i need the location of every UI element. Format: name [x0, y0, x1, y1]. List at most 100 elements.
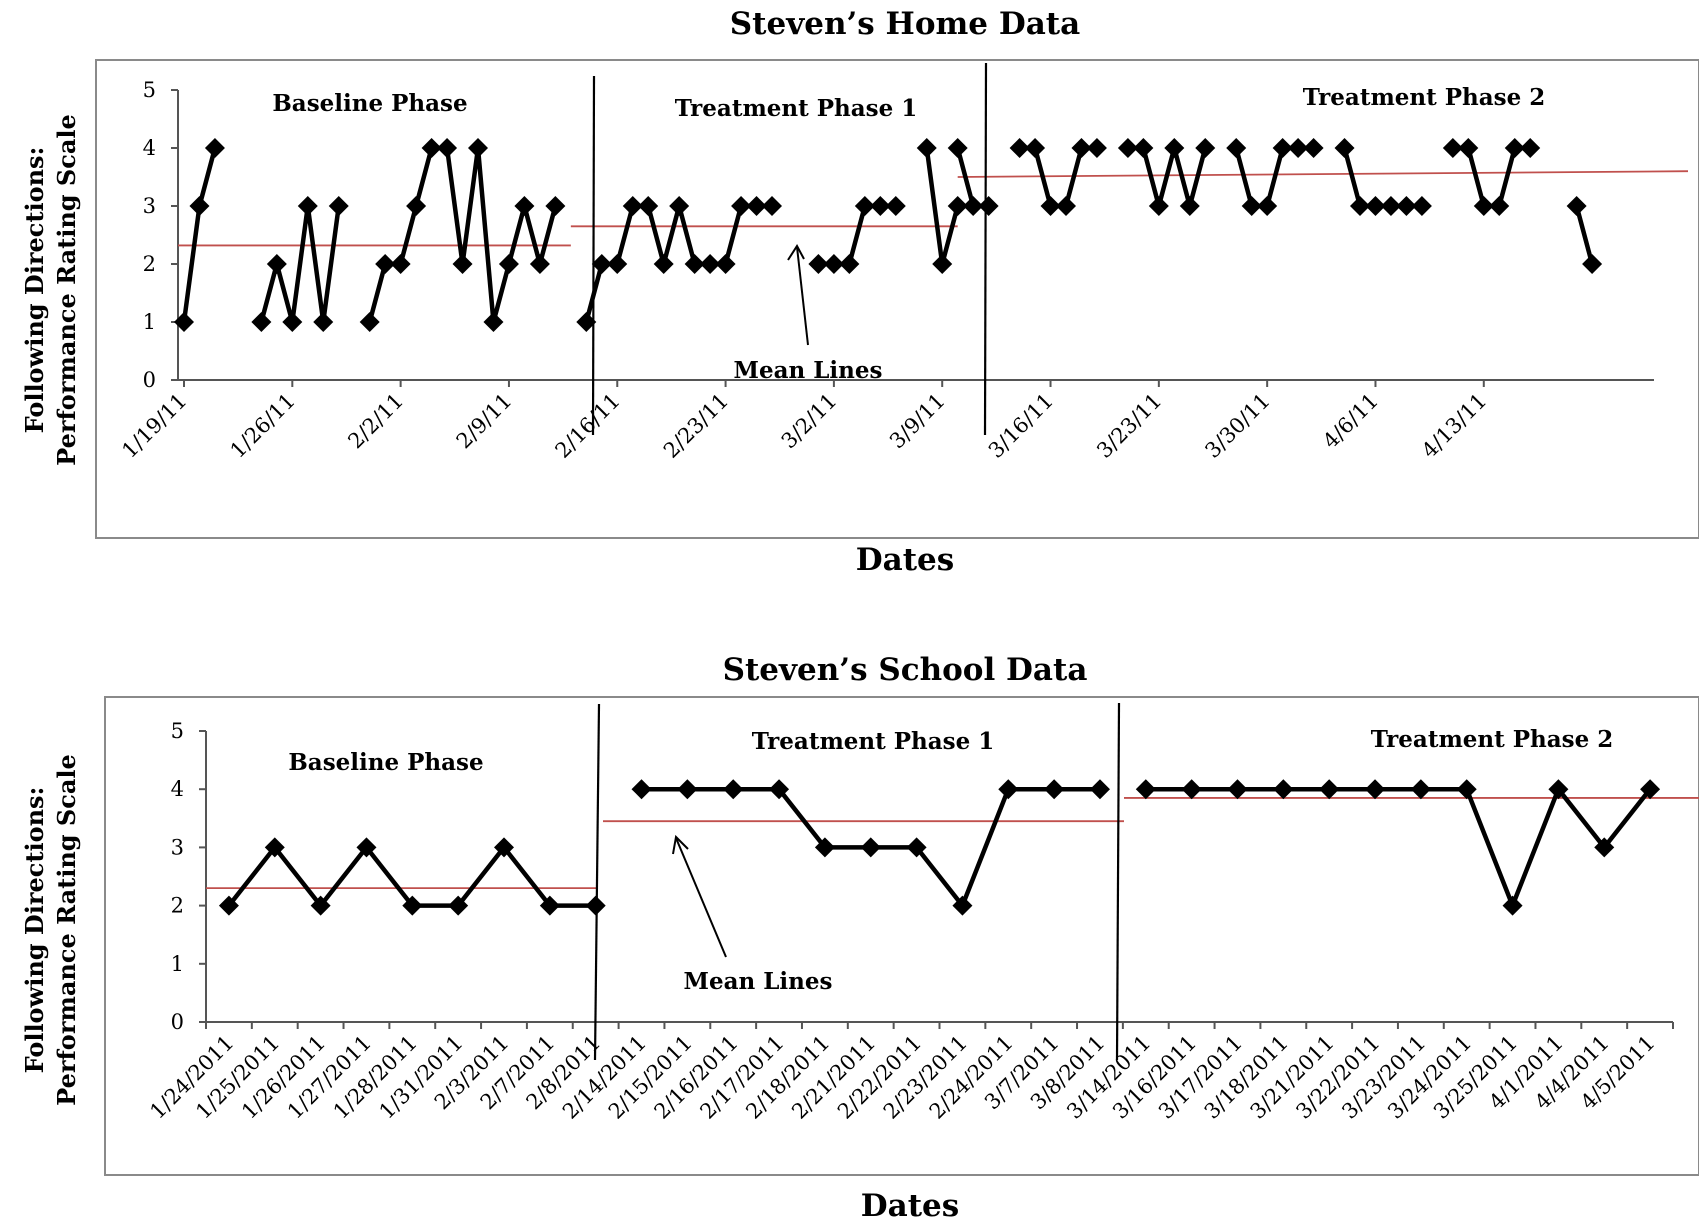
- home-data-point: [375, 254, 396, 274]
- home-data-point: [1272, 138, 1293, 158]
- home-x-tick-label: 2/23/11: [659, 389, 733, 463]
- home-data-point: [746, 196, 767, 216]
- home-data-point: [390, 254, 411, 274]
- home-data-point: [576, 312, 597, 332]
- school-data-point: [1181, 779, 1202, 800]
- home-data-point: [1303, 138, 1324, 158]
- home-data-point: [328, 196, 349, 216]
- home-phase-divider: [591, 75, 596, 436]
- home-data-point: [653, 254, 674, 274]
- school-data-point: [998, 779, 1019, 800]
- school-data-point: [402, 895, 423, 916]
- home-chart-frame: [95, 59, 1699, 539]
- home-data-point: [1442, 138, 1463, 158]
- home-data-point: [731, 196, 752, 216]
- home-data-point: [1071, 138, 1092, 158]
- home-y-axis-label-line2: Performance Rating Scale: [52, 114, 81, 466]
- school-data-point: [218, 895, 239, 916]
- school-data-point: [264, 837, 285, 858]
- home-data-point: [684, 254, 705, 274]
- school-y-tick-label: 1: [171, 952, 184, 976]
- school-y-tick-label: 3: [171, 835, 184, 859]
- school-y-tick-label: 2: [171, 894, 184, 918]
- home-data-point: [1489, 196, 1510, 216]
- school-data-point: [723, 779, 744, 800]
- school-data-point: [1365, 779, 1386, 800]
- home-data-point: [885, 196, 906, 216]
- home-x-tick-label: 1/26/11: [226, 389, 300, 463]
- home-data-point: [839, 254, 860, 274]
- school-y-axis-label-line1: Following Directions:: [20, 787, 49, 1074]
- home-y-tick-label: 4: [143, 136, 156, 160]
- home-data-point: [529, 254, 550, 274]
- school-phase-label-treatment-2: Treatment Phase 2: [1371, 726, 1614, 753]
- home-x-tick-label: 3/16/11: [984, 389, 1058, 463]
- home-data-point: [1350, 196, 1370, 216]
- home-data-point: [421, 138, 442, 158]
- home-data-point: [406, 196, 427, 216]
- school-mean-arrow-head: [672, 834, 689, 855]
- home-data-point: [174, 312, 194, 332]
- home-chart: Steven’s Home Data Following Directions:…: [20, 6, 1699, 578]
- school-y-tick-label: 5: [171, 719, 184, 743]
- home-x-tick-label: 3/9/11: [885, 389, 950, 454]
- home-data-point: [359, 312, 380, 332]
- home-data-point: [823, 254, 844, 274]
- home-data-point: [591, 254, 612, 274]
- home-data-point: [978, 196, 999, 216]
- school-series-line: [1145, 786, 1652, 908]
- home-y-tick-label: 3: [143, 194, 156, 218]
- home-x-tick-label: 1/19/11: [117, 389, 191, 463]
- home-data-point: [545, 196, 566, 216]
- home-data-point: [1009, 138, 1030, 158]
- home-data-point: [189, 196, 210, 216]
- home-series-line: [259, 203, 341, 325]
- home-data-point: [916, 138, 937, 158]
- home-x-tick-label: 3/2/11: [777, 389, 842, 454]
- school-data-point: [860, 837, 881, 858]
- home-data-point: [1582, 254, 1603, 274]
- home-x-tick-label: 2/16/11: [551, 389, 625, 463]
- home-phase-label-baseline: Baseline Phase: [272, 90, 467, 117]
- home-series-line: [1574, 205, 1595, 265]
- home-data-point: [715, 254, 736, 274]
- school-data-point: [769, 779, 790, 800]
- home-data-point: [1473, 196, 1494, 216]
- school-data-point: [1089, 779, 1110, 800]
- home-chart-title: Steven’s Home Data: [730, 6, 1080, 42]
- school-data-point: [448, 895, 469, 916]
- school-data-point: [585, 895, 606, 916]
- home-data-point: [1411, 196, 1432, 216]
- school-phase-label-treatment-1: Treatment Phase 1: [752, 728, 995, 755]
- home-data-point: [1396, 196, 1417, 216]
- home-data-point: [963, 196, 984, 216]
- home-data-point: [297, 196, 318, 216]
- school-y-axis-label-line2: Performance Rating Scale: [52, 754, 81, 1106]
- home-data-point: [870, 196, 891, 216]
- home-data-point: [251, 312, 272, 332]
- home-data-point: [1195, 138, 1216, 158]
- school-data-point: [1227, 779, 1248, 800]
- home-data-point: [638, 196, 659, 216]
- home-data-point: [1179, 196, 1200, 216]
- home-data-point: [1086, 138, 1107, 158]
- school-data-point: [1502, 895, 1523, 916]
- home-data-point: [1117, 138, 1138, 158]
- home-data-point: [1334, 138, 1355, 158]
- home-x-tick-label: 2/2/11: [343, 389, 408, 454]
- home-data-point: [1164, 138, 1185, 158]
- school-data-point: [1319, 779, 1340, 800]
- home-y-tick-label: 2: [143, 252, 156, 276]
- home-phase-label-treatment-2: Treatment Phase 2: [1303, 84, 1546, 111]
- home-data-point: [1365, 196, 1386, 216]
- home-data-point: [266, 254, 287, 274]
- home-plot-area: 0 1 2 3 4 5 1/19/11 1/26/11 2/2/11 2/9/11 2/16/11 2…: [117, 62, 1689, 463]
- home-y-tick-label: 1: [143, 310, 156, 334]
- school-data-point: [677, 779, 698, 800]
- school-data-point: [1640, 779, 1661, 800]
- home-data-point: [854, 196, 875, 216]
- home-data-point: [947, 138, 968, 158]
- home-mean-arrow-head: [787, 244, 805, 261]
- home-data-point: [1288, 138, 1309, 158]
